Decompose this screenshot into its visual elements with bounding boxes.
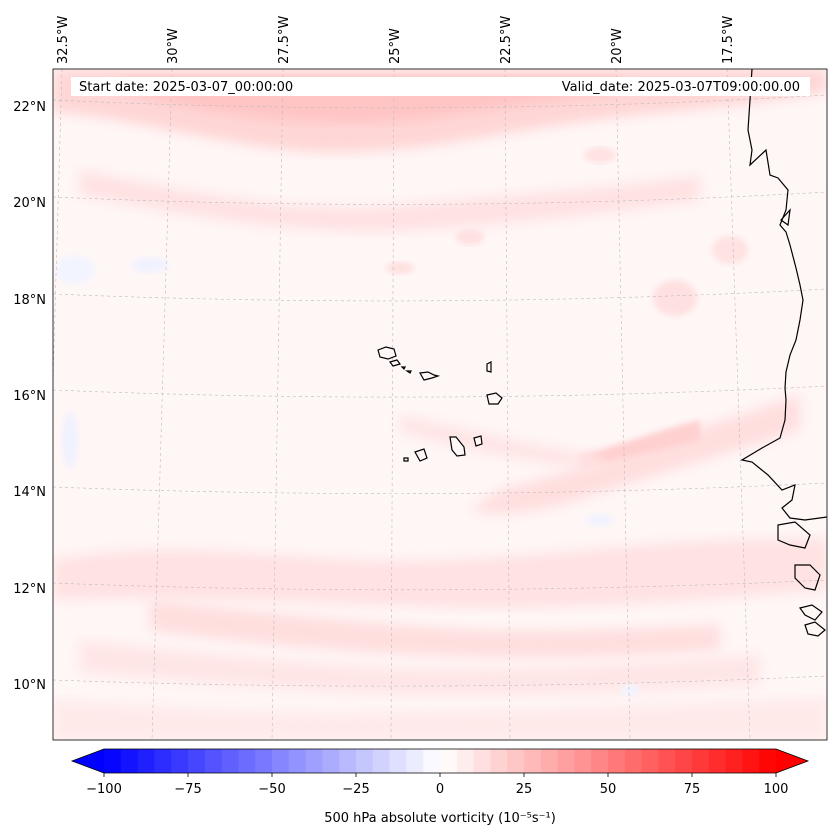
lat-label: 20°N xyxy=(13,196,46,211)
colorbar-cell xyxy=(305,749,323,773)
colorbar-cell xyxy=(255,749,273,773)
colorbar-cell xyxy=(406,749,424,773)
island-santa-luzia xyxy=(400,366,406,371)
cabo-verde-islands xyxy=(377,346,503,462)
colorbar-cell xyxy=(540,749,559,773)
colorbar-cell xyxy=(288,749,307,773)
island-sao-nicolau xyxy=(419,371,441,381)
colorbar-cell xyxy=(759,749,777,773)
colorbar-cell xyxy=(591,749,609,773)
start-date-label: Start date: 2025-03-07_00:00:00 xyxy=(79,80,293,95)
colorbar-cell xyxy=(322,749,340,773)
lat-label: 18°N xyxy=(13,293,46,308)
colorbar: −100 −75 −50 −25 0 25 50 75 100 500 hPa absolute… xyxy=(70,748,810,826)
colorbar-cell xyxy=(238,749,256,773)
colorbar-tick-label: −100 xyxy=(86,782,122,797)
lon-label: 30°W xyxy=(166,28,181,64)
island-sal xyxy=(486,361,492,373)
colorbar-cell xyxy=(171,749,189,773)
colorbar-ticks: −100 −75 −50 −25 0 25 50 75 100 xyxy=(86,773,788,797)
colorbar-cell xyxy=(221,749,239,773)
colorbar-cell xyxy=(507,749,525,773)
colorbar-cell xyxy=(389,749,407,773)
colorbar-cell xyxy=(120,749,139,773)
colorbar-cell xyxy=(473,749,491,773)
island-santo-antao xyxy=(377,346,397,360)
island-boa-vista xyxy=(486,392,503,405)
colorbar-cell xyxy=(490,749,508,773)
colorbar-cell xyxy=(624,749,643,773)
coastline xyxy=(740,69,827,637)
colorbar-cell xyxy=(641,749,659,773)
colorbar-tick-label: 50 xyxy=(600,782,617,797)
valid-date-label: Valid_date: 2025-03-07T09:00:00.00 xyxy=(562,80,800,95)
colorbar-cell xyxy=(725,749,743,773)
lon-label: 22.5°W xyxy=(499,16,514,64)
colorbar-cell xyxy=(708,749,727,773)
lat-label: 14°N xyxy=(13,485,46,500)
colorbar-cell xyxy=(675,749,693,773)
colorbar-tick-label: 25 xyxy=(516,782,533,797)
colorbar-cell xyxy=(742,749,760,773)
lon-label: 17.5°W xyxy=(721,16,736,64)
map-frame xyxy=(52,68,828,741)
lon-label: 32.5°W xyxy=(56,16,71,64)
colorbar-cell xyxy=(272,749,290,773)
colorbar-cell xyxy=(372,749,391,773)
island-sao-vicente xyxy=(388,359,402,367)
colorbar-tick-label: 75 xyxy=(684,782,701,797)
colorbar-extend-min xyxy=(72,749,104,773)
island-branco xyxy=(405,370,412,374)
colorbar-cell xyxy=(440,749,458,773)
longitude-labels: 32.5°W 30°W 27.5°W 25°W 22.5°W 20°W 17.5… xyxy=(56,16,736,64)
lon-label: 20°W xyxy=(610,28,625,64)
lat-label: 16°N xyxy=(13,389,46,404)
island-brava xyxy=(403,457,409,462)
colorbar-cell xyxy=(456,749,475,773)
colorbar-cell xyxy=(574,749,592,773)
gridlines xyxy=(53,69,827,740)
colorbar-cell xyxy=(356,749,374,773)
lat-label: 22°N xyxy=(13,100,46,115)
colorbar-tick-label: 100 xyxy=(764,782,789,797)
lon-label: 27.5°W xyxy=(277,16,292,64)
island-maio xyxy=(473,435,483,447)
colorbar-cell xyxy=(104,749,122,773)
colorbar-cell xyxy=(154,749,172,773)
colorbar-cell xyxy=(423,749,441,773)
latitude-labels: 22°N 20°N 18°N 16°N 14°N 12°N 10°N xyxy=(13,100,46,693)
map-panel[interactable]: Start date: 2025-03-07_00:00:00 Valid_da… xyxy=(52,68,828,741)
colorbar-tick-label: −25 xyxy=(342,782,369,797)
colorbar-extend-max xyxy=(776,749,808,773)
date-banner xyxy=(71,77,810,96)
lon-label: 25°W xyxy=(388,28,403,64)
island-fogo xyxy=(414,448,428,462)
colorbar-cell xyxy=(339,749,357,773)
colorbar-tick-label: −75 xyxy=(174,782,201,797)
lat-label: 10°N xyxy=(13,678,46,693)
colorbar-label: 500 hPa absolute vorticity (10⁻⁵s⁻¹) xyxy=(324,811,556,826)
colorbar-cell xyxy=(137,749,155,773)
colorbar-cell xyxy=(557,749,575,773)
colorbar-cell xyxy=(524,749,542,773)
colorbar-cell xyxy=(188,749,206,773)
colorbar-cell xyxy=(658,749,676,773)
colorbar-cell xyxy=(692,749,710,773)
colorbar-tick-label: −50 xyxy=(258,782,285,797)
colorbar-cell xyxy=(608,749,626,773)
colorbar-cells xyxy=(72,749,808,773)
colorbar-cell xyxy=(204,749,223,773)
lat-label: 12°N xyxy=(13,582,46,597)
colorbar-tick-label: 0 xyxy=(436,782,444,797)
island-santiago xyxy=(449,436,466,457)
